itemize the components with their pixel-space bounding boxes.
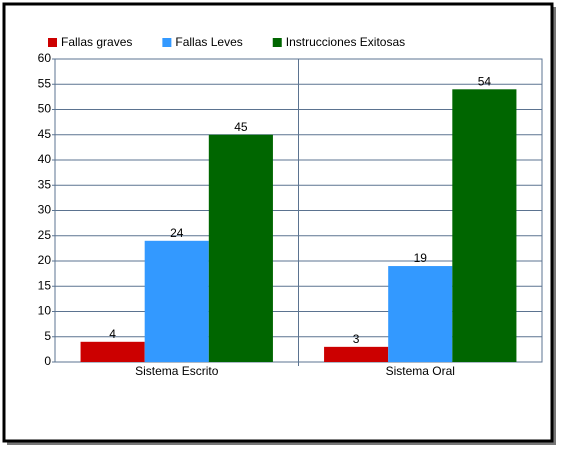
bar: [388, 266, 453, 362]
data-label: 24: [170, 226, 184, 240]
bar: [80, 341, 145, 362]
y-tick-label: 50: [38, 102, 52, 116]
y-tick-label: 0: [44, 354, 51, 368]
legend-swatch: [162, 38, 172, 47]
y-tick-label: 40: [38, 152, 52, 166]
data-label: 3: [353, 332, 360, 346]
bar: [452, 89, 517, 363]
legend-label: Instrucciones Exitosas: [286, 35, 405, 49]
y-tick-label: 45: [38, 127, 52, 141]
x-tick-label: Sistema Escrito: [135, 364, 219, 378]
data-label: 54: [478, 74, 492, 88]
data-label: 19: [414, 251, 428, 265]
y-tick-label: 30: [38, 203, 52, 217]
x-tick-label: Sistema Oral: [386, 364, 455, 378]
data-label: 45: [234, 120, 248, 134]
legend-label: Fallas Leves: [175, 35, 242, 49]
legend-swatch: [48, 38, 57, 47]
y-tick-label: 10: [38, 304, 52, 318]
data-label: 4: [109, 327, 116, 341]
y-tick-label: 60: [38, 51, 52, 65]
y-tick-label: 55: [38, 76, 52, 90]
y-tick-label: 25: [38, 228, 52, 242]
legend-label: Fallas graves: [61, 35, 132, 49]
y-tick-label: 15: [38, 278, 52, 292]
y-tick-label: 20: [38, 253, 52, 267]
bar: [144, 240, 209, 362]
y-tick-label: 5: [44, 329, 51, 343]
bar: [208, 134, 273, 362]
y-tick-label: 35: [38, 177, 52, 191]
bar: [324, 346, 389, 362]
legend-swatch: [272, 38, 282, 47]
